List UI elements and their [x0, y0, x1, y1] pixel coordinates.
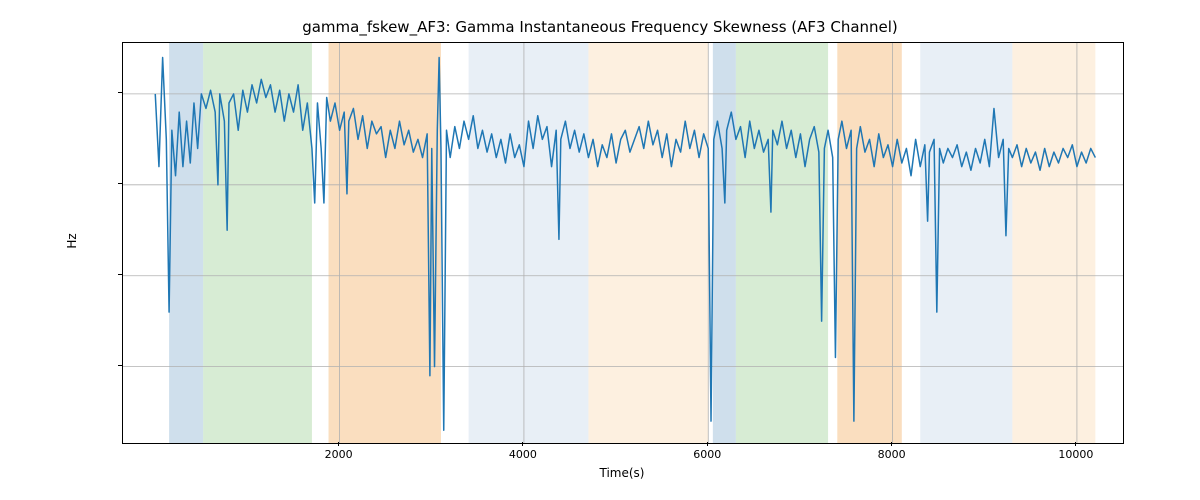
shaded-region [736, 43, 828, 443]
x-tick-label: 4000 [509, 448, 537, 461]
shaded-region [329, 43, 441, 443]
x-tick-mark [338, 442, 339, 446]
x-tick-label: 10000 [1058, 448, 1093, 461]
x-tick-mark [522, 442, 523, 446]
y-tick-mark [118, 274, 122, 275]
x-tick-mark [707, 442, 708, 446]
shaded-region [713, 43, 736, 443]
x-tick-label: 8000 [878, 448, 906, 461]
y-tick-mark [118, 92, 122, 93]
plot-area [122, 42, 1124, 444]
shaded-region [588, 43, 708, 443]
x-tick-label: 2000 [325, 448, 353, 461]
shaded-region [920, 43, 1012, 443]
y-tick-mark [118, 365, 122, 366]
x-tick-mark [891, 442, 892, 446]
x-axis-label: Time(s) [122, 466, 1122, 480]
chart-container: gamma_fskew_AF3: Gamma Instantaneous Fre… [0, 0, 1200, 500]
y-axis-label: Hz [65, 221, 79, 261]
chart-title: gamma_fskew_AF3: Gamma Instantaneous Fre… [0, 18, 1200, 36]
shaded-region [837, 43, 902, 443]
x-tick-label: 6000 [693, 448, 721, 461]
shaded-region [1012, 43, 1095, 443]
shaded-region [169, 43, 203, 443]
y-tick-mark [118, 183, 122, 184]
x-tick-mark [1075, 442, 1076, 446]
plot-svg [123, 43, 1123, 443]
shaded-region [469, 43, 589, 443]
